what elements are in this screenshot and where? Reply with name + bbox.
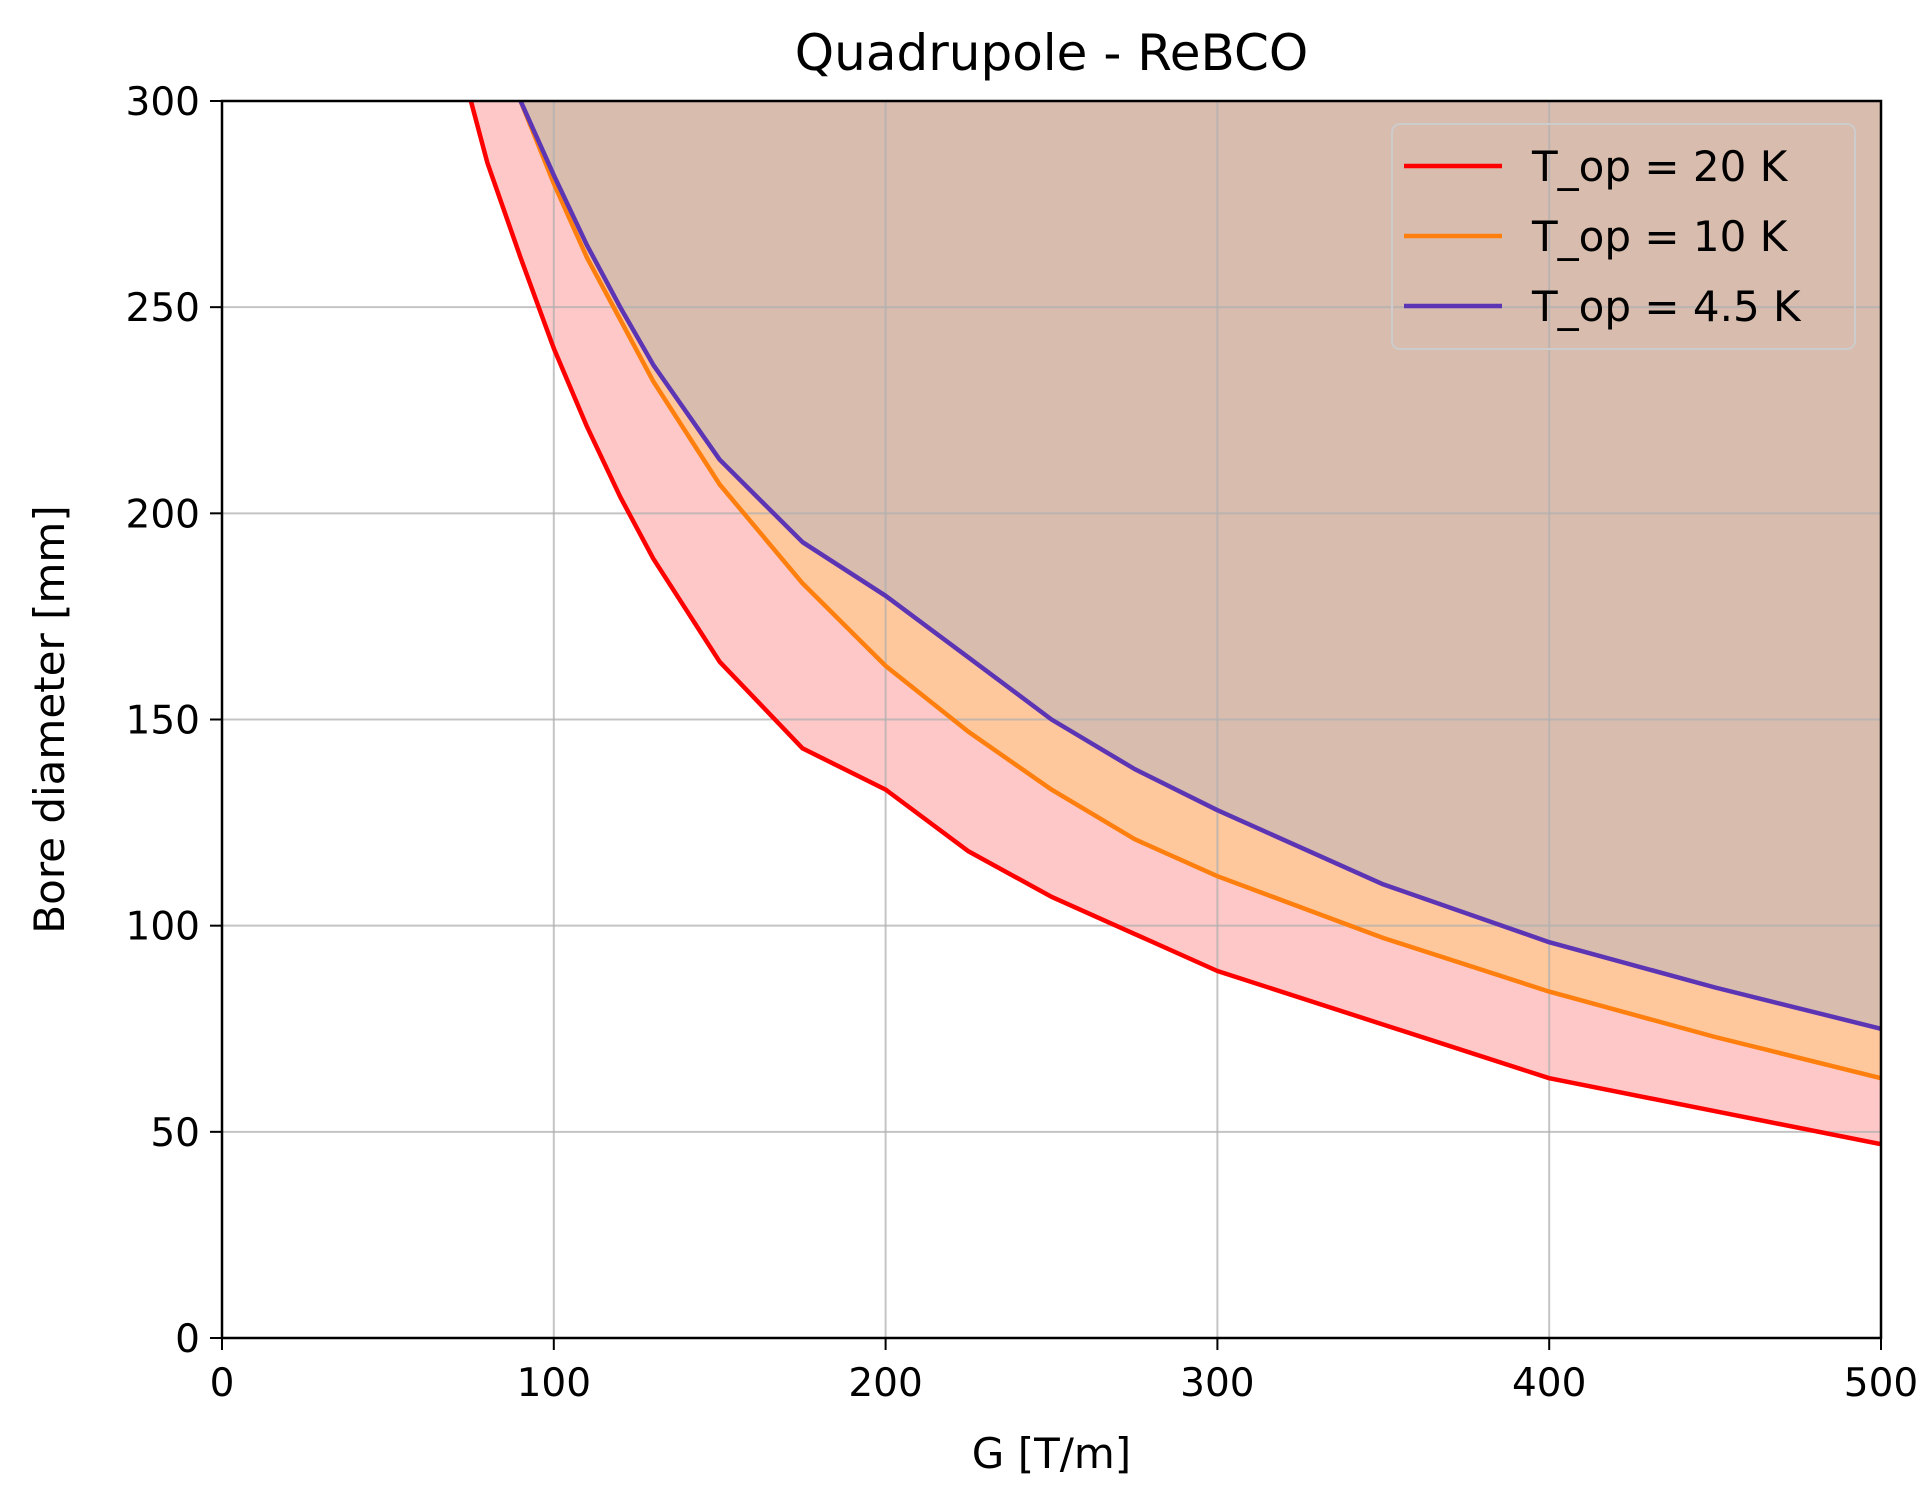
x-tick-label: 200: [848, 1361, 922, 1406]
y-tick-label: 250: [126, 286, 200, 331]
series-line-1: [518, 101, 1881, 1081]
legend-label-2: T_op = 4.5 K: [1531, 282, 1802, 331]
legend-box: [1391, 123, 1856, 350]
legend-label-1: T_op = 10 K: [1531, 212, 1789, 261]
x-tick-label: 100: [517, 1361, 591, 1406]
tick-layer: 0 100 200 300 400 500 0 50 100 150 200 250 300: [126, 80, 1919, 1406]
x-tick-label: 400: [1512, 1361, 1586, 1406]
y-tick-label: 0: [175, 1317, 200, 1362]
x-axis-label: G [T/m]: [972, 1429, 1131, 1478]
y-tick-label: 200: [126, 492, 200, 537]
series-fill-2: [520, 101, 1881, 1029]
chart-title: Quadrupole - ReBCO: [795, 24, 1308, 82]
y-tick-label: 150: [126, 699, 200, 744]
x-tick-label: 500: [1844, 1361, 1918, 1406]
series-line-2: [518, 101, 1881, 1032]
x-tick-label: 300: [1180, 1361, 1254, 1406]
y-tick-label: 100: [126, 905, 200, 950]
y-axis-label: Bore diameter [mm]: [25, 505, 74, 933]
fill-layer: [470, 101, 1881, 1145]
y-tick-label: 300: [126, 80, 200, 125]
series-line-0: [468, 101, 1881, 1147]
y-tick-label: 50: [150, 1111, 200, 1156]
legend: T_op = 20 K T_op = 10 K T_op = 4.5 K: [1391, 123, 1856, 350]
line-layer: [468, 101, 1881, 1147]
legend-label-0: T_op = 20 K: [1531, 142, 1789, 191]
x-tick-label: 0: [210, 1361, 235, 1406]
